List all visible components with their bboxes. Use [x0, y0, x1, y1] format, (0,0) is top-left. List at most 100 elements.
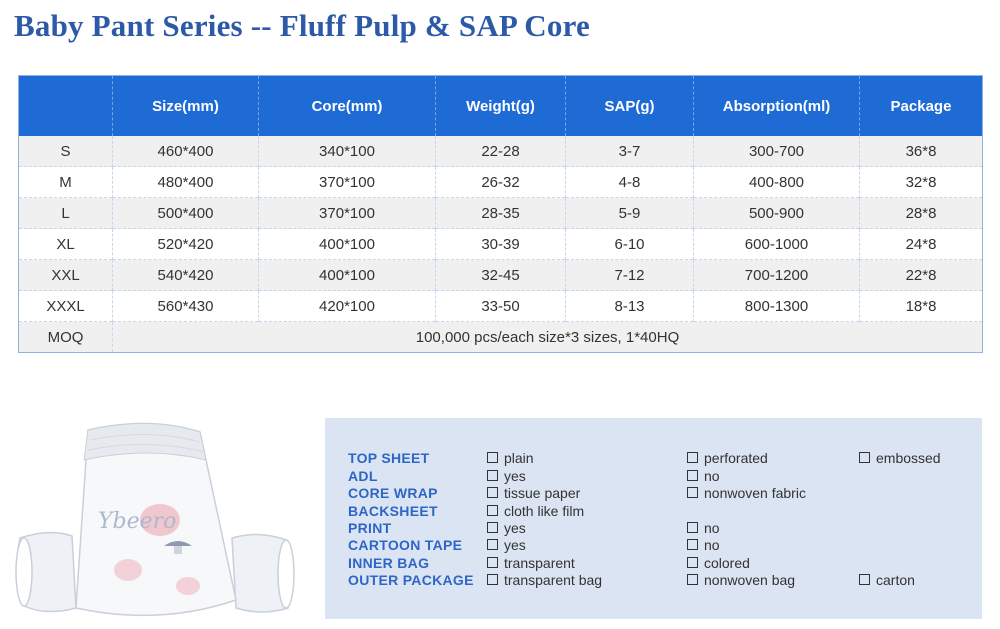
table-cell: 500-900: [693, 197, 860, 229]
checkbox-option[interactable]: transparent: [487, 555, 575, 571]
checkbox-icon[interactable]: [687, 486, 698, 498]
table-cell: 420*100: [258, 290, 436, 322]
header-cell: Size(mm): [112, 75, 259, 136]
table-cell: 33-50: [435, 290, 566, 322]
option-label: ADL: [348, 468, 378, 484]
checkbox-option[interactable]: perforated: [687, 450, 768, 466]
table-header-row: Size(mm) Core(mm) Weight(g) SAP(g) Absor…: [18, 75, 983, 136]
table-cell: 26-32: [435, 166, 566, 198]
checkbox-icon[interactable]: [487, 538, 498, 550]
table-cell: 600-1000: [693, 228, 860, 260]
option-row-adl: ADL yes no: [325, 468, 982, 485]
option-label: BACKSHEET: [348, 503, 438, 519]
header-cell: [18, 75, 113, 136]
table-cell: S: [18, 136, 113, 167]
checkbox-icon[interactable]: [487, 504, 498, 516]
moq-row: MOQ 100,000 pcs/each size*3 sizes, 1*40H…: [18, 321, 983, 353]
header-cell: Package: [859, 75, 983, 136]
table-cell: 24*8: [859, 228, 983, 260]
option-row-backsheet: BACKSHEET cloth like film: [325, 503, 982, 520]
table-row: XXXL 560*430 420*100 33-50 8-13 800-1300…: [18, 290, 983, 322]
option-row-outer-package: OUTER PACKAGE transparent bag nonwoven b…: [325, 572, 982, 589]
checkbox-icon[interactable]: [859, 573, 870, 585]
checkbox-option[interactable]: cloth like film: [487, 503, 584, 519]
spec-table: Size(mm) Core(mm) Weight(g) SAP(g) Absor…: [18, 75, 983, 353]
checkbox-option[interactable]: nonwoven bag: [687, 572, 795, 588]
option-row-inner-bag: INNER BAG transparent colored: [325, 555, 982, 572]
table-row: XXL 540*420 400*100 32-45 7-12 700-1200 …: [18, 259, 983, 291]
brand-text: Ybeero: [98, 509, 176, 534]
checkbox-icon[interactable]: [687, 538, 698, 550]
option-label: OUTER PACKAGE: [348, 572, 474, 588]
checkbox-option[interactable]: tissue paper: [487, 485, 580, 501]
checkbox-option[interactable]: embossed: [859, 450, 941, 466]
checkbox-option[interactable]: nonwoven fabric: [687, 485, 806, 501]
table-cell: 400-800: [693, 166, 860, 198]
checkbox-icon[interactable]: [487, 556, 498, 568]
checkbox-icon[interactable]: [859, 451, 870, 463]
table-cell: 460*400: [112, 136, 259, 167]
table-cell: 400*100: [258, 259, 436, 291]
table-cell: 560*430: [112, 290, 259, 322]
table-cell: XXL: [18, 259, 113, 291]
table-cell: 3-7: [565, 136, 694, 167]
table-cell: 540*420: [112, 259, 259, 291]
checkbox-option[interactable]: no: [687, 468, 720, 484]
checkbox-option[interactable]: yes: [487, 520, 526, 536]
checkbox-icon[interactable]: [687, 573, 698, 585]
option-label: CORE WRAP: [348, 485, 438, 501]
checkbox-option[interactable]: yes: [487, 537, 526, 553]
option-label: PRINT: [348, 520, 392, 536]
checkbox-icon[interactable]: [687, 556, 698, 568]
header-cell: Weight(g): [435, 75, 566, 136]
checkbox-option[interactable]: carton: [859, 572, 915, 588]
header-cell: Absorption(ml): [693, 75, 860, 136]
table-row: XL 520*420 400*100 30-39 6-10 600-1000 2…: [18, 228, 983, 260]
checkbox-icon[interactable]: [487, 469, 498, 481]
table-cell: 22*8: [859, 259, 983, 291]
table-cell: M: [18, 166, 113, 198]
table-cell: 22-28: [435, 136, 566, 167]
checkbox-icon[interactable]: [687, 451, 698, 463]
table-row: L 500*400 370*100 28-35 5-9 500-900 28*8: [18, 197, 983, 229]
table-cell: 18*8: [859, 290, 983, 322]
table-cell: 340*100: [258, 136, 436, 167]
checkbox-icon[interactable]: [487, 486, 498, 498]
table-cell: 700-1200: [693, 259, 860, 291]
checkbox-option[interactable]: plain: [487, 450, 534, 466]
options-panel: TOP SHEET plain perforated embossed ADL …: [325, 418, 982, 619]
table-cell: 500*400: [112, 197, 259, 229]
table-cell: 300-700: [693, 136, 860, 167]
table-cell: 5-9: [565, 197, 694, 229]
checkbox-option[interactable]: transparent bag: [487, 572, 602, 588]
table-cell: 28-35: [435, 197, 566, 229]
checkbox-option[interactable]: colored: [687, 555, 750, 571]
table-cell: 7-12: [565, 259, 694, 291]
checkbox-option[interactable]: no: [687, 537, 720, 553]
option-row-top-sheet: TOP SHEET plain perforated embossed: [325, 450, 982, 467]
table-cell: 370*100: [258, 166, 436, 198]
table-cell: L: [18, 197, 113, 229]
moq-label: MOQ: [18, 321, 113, 353]
checkbox-icon[interactable]: [687, 469, 698, 481]
option-label: TOP SHEET: [348, 450, 430, 466]
checkbox-icon[interactable]: [487, 521, 498, 533]
option-row-core-wrap: CORE WRAP tissue paper nonwoven fabric: [325, 485, 982, 502]
page-title: Baby Pant Series -- Fluff Pulp & SAP Cor…: [14, 8, 590, 43]
checkbox-icon[interactable]: [487, 451, 498, 463]
table-cell: 8-13: [565, 290, 694, 322]
table-cell: 520*420: [112, 228, 259, 260]
option-label: CARTOON TAPE: [348, 537, 463, 553]
option-row-cartoon-tape: CARTOON TAPE yes no: [325, 537, 982, 554]
checkbox-icon[interactable]: [487, 573, 498, 585]
table-row: M 480*400 370*100 26-32 4-8 400-800 32*8: [18, 166, 983, 198]
option-label: INNER BAG: [348, 555, 430, 571]
table-cell: XL: [18, 228, 113, 260]
table-row: S 460*400 340*100 22-28 3-7 300-700 36*8: [18, 136, 983, 167]
table-cell: 4-8: [565, 166, 694, 198]
option-row-print: PRINT yes no: [325, 520, 982, 537]
checkbox-icon[interactable]: [687, 521, 698, 533]
checkbox-option[interactable]: no: [687, 520, 720, 536]
moq-value: 100,000 pcs/each size*3 sizes, 1*40HQ: [112, 321, 983, 353]
checkbox-option[interactable]: yes: [487, 468, 526, 484]
